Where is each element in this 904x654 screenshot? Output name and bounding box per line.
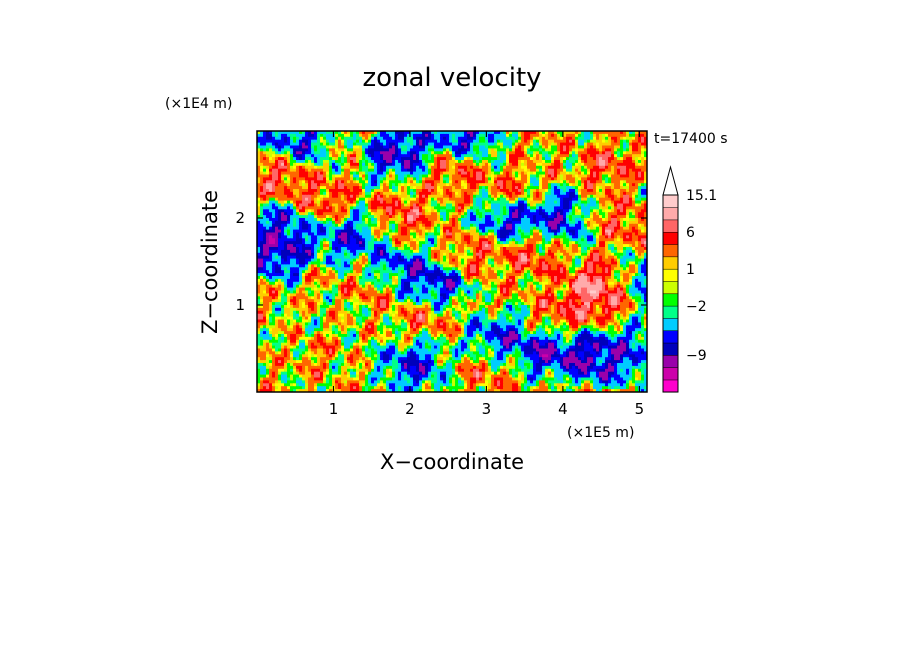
x-unit-label: (×1E5 m) [567, 425, 634, 441]
colorbar-segment [662, 244, 679, 258]
x-axis: 1 2 3 4 5 [329, 131, 644, 418]
colorbar-max-arrow [662, 165, 679, 196]
x-tick-label: 3 [482, 400, 492, 418]
plot-frame [256, 130, 648, 393]
colorbar-segment [662, 231, 679, 245]
chart-title: zonal velocity [362, 63, 541, 93]
colorbar-segment [662, 354, 679, 368]
colorbar-segment [662, 317, 679, 331]
colorbar-label: 15.1 [686, 188, 717, 204]
velocity-field [257, 131, 647, 392]
colorbar-segment [662, 194, 679, 208]
x-tick-label: 2 [405, 400, 415, 418]
colorbar-segment [662, 379, 679, 393]
y-axis-label: Z−coordinate [198, 190, 222, 334]
colorbar-segment [662, 342, 679, 356]
colorbar-label: −2 [686, 299, 707, 315]
colorbar-segment [662, 280, 679, 295]
colorbar-segment [662, 268, 679, 282]
colorbar-frame [662, 194, 679, 393]
x-tick-label: 1 [329, 400, 339, 418]
colorbar-segment [662, 367, 679, 381]
x-tick-label: 5 [635, 400, 645, 418]
y-unit-label: (×1E4 m) [165, 96, 232, 112]
time-label: t=17400 s [654, 131, 728, 147]
colorbar-segment [662, 207, 679, 221]
colorbar-segment [662, 219, 679, 233]
y-tick-label: 2 [235, 209, 245, 227]
colorbar-label: −9 [686, 348, 707, 364]
x-tick-label: 4 [558, 400, 568, 418]
colorbar-segment [662, 256, 679, 270]
colorbar-segment [662, 305, 679, 319]
x-axis-label: X−coordinate [380, 450, 524, 474]
colorbar-segment [662, 330, 679, 344]
y-tick-label: 1 [235, 296, 245, 314]
colorbar-label: 1 [686, 262, 695, 278]
colorbar-segment [662, 293, 679, 307]
colorbar: 15.1 6 1 −2 −9 [662, 165, 717, 393]
y-axis: 12 [235, 209, 647, 314]
colorbar-label: 6 [686, 225, 695, 241]
